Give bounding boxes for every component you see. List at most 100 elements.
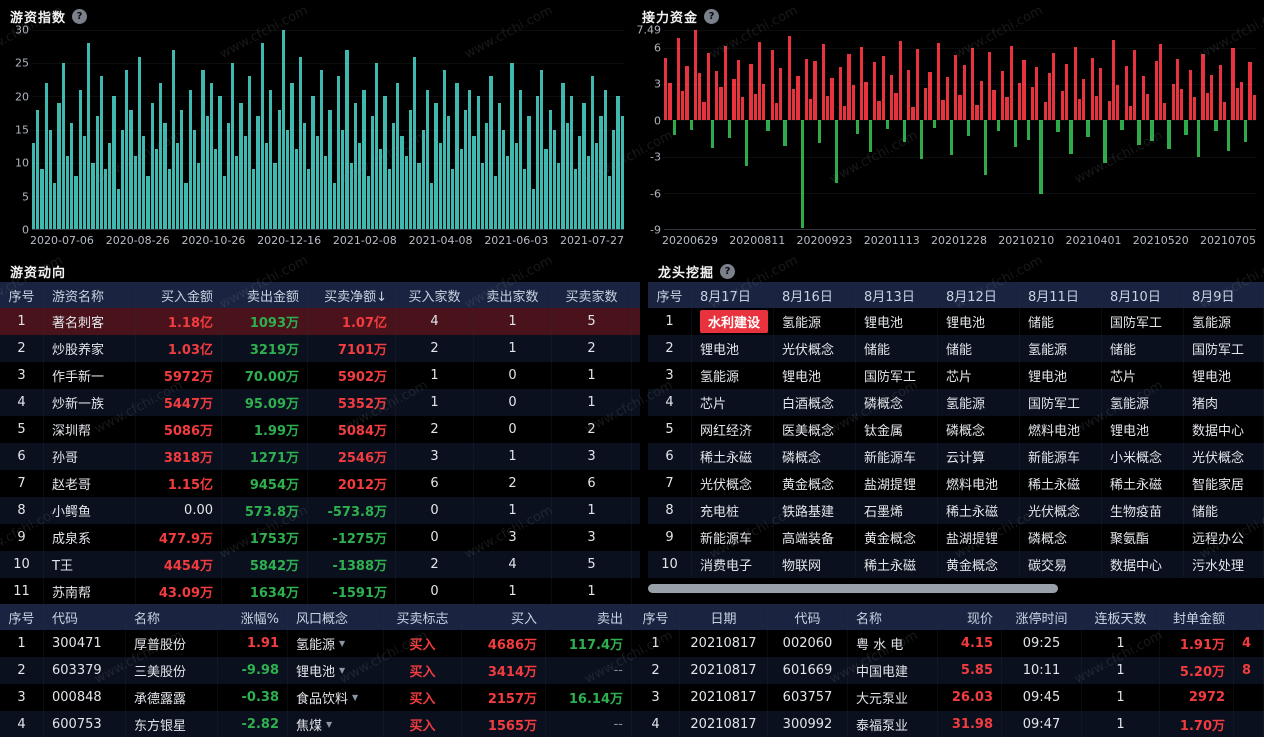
- dropdown-caret-icon[interactable]: ▼: [339, 666, 345, 675]
- table-row[interactable]: 5网红经济医美概念钛金属磷概念燃料电池锂电池数据中心: [648, 416, 1264, 443]
- table-cell: 300471: [44, 630, 126, 657]
- help-icon[interactable]: ?: [720, 264, 735, 279]
- column-header[interactable]: 8月12日: [938, 282, 1020, 308]
- highlighted-concept[interactable]: 水利建设: [700, 310, 768, 333]
- table-row[interactable]: 5深圳帮5086万1.99万5084万202: [0, 416, 640, 443]
- table-cell: 4: [474, 551, 552, 578]
- table-row[interactable]: 9成泉系477.9万1753万-1275万033: [0, 524, 640, 551]
- column-header[interactable]: 8月13日: [856, 282, 938, 308]
- cell-value: 5842万: [250, 555, 299, 574]
- cell-value: 锂电池: [864, 312, 903, 331]
- column-header[interactable]: 名称: [126, 604, 218, 630]
- column-header[interactable]: 序号: [0, 604, 44, 630]
- column-header[interactable]: 8月10日: [1102, 282, 1184, 308]
- cell-value: 000848: [52, 690, 102, 705]
- table-row[interactable]: 3作手新一5972万70.00万5902万101: [0, 362, 640, 389]
- bar-column: [963, 30, 966, 229]
- column-header[interactable]: 卖出家数: [474, 282, 552, 308]
- column-header[interactable]: 涨幅%: [218, 604, 288, 630]
- table-row[interactable]: 7光伏概念黄金概念盐湖提锂燃料电池稀土永磁稀土永磁智能家居: [648, 470, 1264, 497]
- table-row[interactable]: 3氢能源锂电池国防军工芯片锂电池芯片锂电池: [648, 362, 1264, 389]
- table-cell: 0: [396, 578, 474, 604]
- dropdown-caret-icon[interactable]: ▼: [326, 720, 332, 729]
- column-header[interactable]: 8月17日: [692, 282, 774, 308]
- column-header[interactable]: [1234, 604, 1264, 630]
- column-header[interactable]: 封单金额: [1160, 604, 1234, 630]
- table-row[interactable]: 3000848承德露露-0.38食品饮料▼买入2157万16.14万: [0, 684, 632, 711]
- table-row[interactable]: 11苏南帮43.09万1634万-1591万011: [0, 578, 640, 604]
- table-row[interactable]: 4炒新一族5447万95.09万5352万101: [0, 389, 640, 416]
- table-cell: 3: [474, 524, 552, 551]
- column-header[interactable]: 8月9日: [1184, 282, 1264, 308]
- table-row[interactable]: 2锂电池光伏概念储能储能氢能源储能国防军工: [648, 335, 1264, 362]
- bar: [587, 156, 590, 229]
- bar-column: [1031, 30, 1034, 229]
- column-header[interactable]: 序号: [0, 282, 44, 308]
- column-header[interactable]: 卖出金额: [222, 282, 308, 308]
- bar-column: [681, 30, 684, 229]
- table-cell: 6: [552, 470, 632, 497]
- table-cell: 网红经济: [692, 416, 774, 443]
- table-row[interactable]: 6稀土永磁磷概念新能源车云计算新能源车小米概念光伏概念: [648, 443, 1264, 470]
- table-row[interactable]: 4600753东方银星-2.82焦煤▼买入1565万--: [0, 711, 632, 737]
- help-icon[interactable]: ?: [704, 9, 719, 24]
- dropdown-caret-icon[interactable]: ▼: [339, 639, 345, 648]
- column-header[interactable]: 序号: [632, 604, 680, 630]
- table-row[interactable]: 1300471厚普股份1.91氢能源▼买入4686万117.4万: [0, 630, 632, 657]
- bar: [1035, 67, 1038, 120]
- table-row[interactable]: 220210817601669中国电建5.8510:1115.20万8: [632, 657, 1264, 684]
- table-row[interactable]: 8充电桩铁路基建石墨烯稀土永磁光伏概念生物疫苗储能: [648, 497, 1264, 524]
- table-cell: 20210817: [680, 657, 768, 684]
- table-row[interactable]: 4芯片白酒概念磷概念氢能源国防军工氢能源猪肉: [648, 389, 1264, 416]
- bar: [894, 93, 897, 121]
- column-header[interactable]: 涨停时间: [1002, 604, 1082, 630]
- table-row[interactable]: 420210817300992泰福泵业31.9809:4711.70万: [632, 711, 1264, 737]
- column-header[interactable]: 序号: [648, 282, 692, 308]
- column-header[interactable]: 买卖家数: [552, 282, 632, 308]
- column-header[interactable]: 代码: [768, 604, 848, 630]
- table-row[interactable]: 8小鳄鱼0.00573.8万-573.8万011: [0, 497, 640, 524]
- horizontal-scrollbar[interactable]: [648, 584, 1058, 593]
- column-header[interactable]: 日期: [680, 604, 768, 630]
- column-header[interactable]: 代码: [44, 604, 126, 630]
- table-row[interactable]: 10T王4454万5842万-1388万245: [0, 551, 640, 578]
- help-icon[interactable]: ?: [72, 9, 87, 24]
- column-header[interactable]: 名称: [848, 604, 938, 630]
- column-header[interactable]: 卖出: [546, 604, 632, 630]
- table-row[interactable]: 1著名刺客1.18亿1093万1.07亿415: [0, 308, 640, 335]
- bar: [886, 120, 889, 128]
- column-header[interactable]: 8月16日: [774, 282, 856, 308]
- table-row[interactable]: 2603379三美股份-9.98锂电池▼买入3414万--: [0, 657, 632, 684]
- column-header[interactable]: 风口概念: [288, 604, 384, 630]
- bar: [422, 130, 425, 230]
- bar-column: [1236, 30, 1239, 229]
- column-header[interactable]: 买卖标志: [384, 604, 462, 630]
- cell-value: 2: [430, 557, 438, 572]
- column-header[interactable]: 游资名称: [44, 282, 136, 308]
- table-row[interactable]: 120210817002060粤 水 电4.1509:2511.91万4: [632, 630, 1264, 657]
- bar-column: [673, 30, 676, 229]
- dropdown-caret-icon[interactable]: ▼: [352, 693, 358, 702]
- y-tick-label: -6: [650, 187, 661, 200]
- column-header[interactable]: 连板天数: [1082, 604, 1160, 630]
- bar-column: [1240, 30, 1243, 229]
- column-header[interactable]: 买卖净额↓: [308, 282, 396, 308]
- table-row[interactable]: 1水利建设氢能源锂电池锂电池储能国防军工氢能源: [648, 308, 1264, 335]
- cell-value: 2012万: [338, 474, 387, 493]
- table-row[interactable]: 7赵老哥1.15亿9454万2012万626: [0, 470, 640, 497]
- table-row[interactable]: 320210817603757大元泵业26.0309:4512972: [632, 684, 1264, 711]
- column-header[interactable]: 买入家数: [396, 282, 474, 308]
- column-header[interactable]: 8月11日: [1020, 282, 1102, 308]
- column-header[interactable]: 现价: [938, 604, 1002, 630]
- table-cell: 买入: [384, 657, 462, 684]
- table-row[interactable]: 6孙哥3818万1271万2546万313: [0, 443, 640, 470]
- cell-value: 成泉系: [52, 528, 91, 547]
- table-row[interactable]: 2炒股养家1.03亿3219万7101万212: [0, 335, 640, 362]
- table-row[interactable]: 9新能源车高端装备黄金概念盐湖提锂磷概念聚氨酯远程办公: [648, 524, 1264, 551]
- bar: [775, 103, 778, 120]
- column-header[interactable]: 买入: [462, 604, 546, 630]
- bar-column: [920, 30, 923, 229]
- bar: [843, 106, 846, 120]
- column-header[interactable]: 买入金额: [136, 282, 222, 308]
- table-row[interactable]: 10消费电子物联网稀土永磁黄金概念碳交易数据中心污水处理: [648, 551, 1264, 578]
